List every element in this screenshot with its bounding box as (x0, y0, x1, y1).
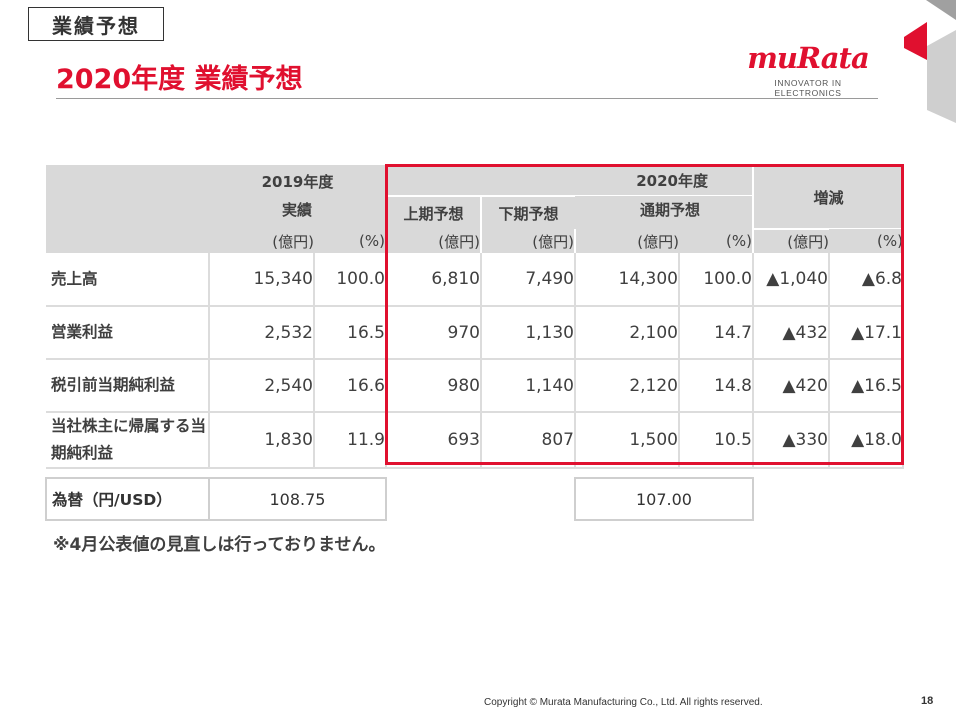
fy2020-first-half: 上期予想 (385, 195, 481, 229)
table-cell: 2,100 (575, 306, 680, 360)
fy2019-actual-label: 実績 (209, 196, 386, 229)
fy2020-year: 2020年度 (386, 165, 753, 196)
table-row: 営業利益 2,532 16.5 970 1,130 2,100 14.7 ▲43… (46, 306, 904, 360)
table-cell: 14.7 (679, 306, 754, 360)
logo-wordmark: muRata (747, 41, 870, 75)
table-cell: 15,340 (209, 253, 315, 307)
fy2020-full-year: 通期予想 (575, 196, 753, 229)
forecast-table: 2019年度 2020年度 増減 実績 上期予想 下期予想 通期予想 (億円) … (45, 164, 904, 521)
unit-cell: (億円) (385, 229, 481, 253)
unit-cell: (億円) (209, 229, 314, 253)
table-cell: 10.5 (679, 412, 754, 469)
copyright-text: Copyright © Murata Manufacturing Co., Lt… (484, 697, 763, 708)
table-cell: 16.5 (314, 306, 387, 360)
fx-spacer (753, 478, 903, 520)
table-cell: ▲6.8 (829, 253, 904, 307)
row-label: 売上高 (46, 253, 210, 307)
table-cell: 807 (481, 412, 576, 469)
fx-fy2019-value: 108.75 (208, 477, 387, 521)
change-header: 増減 (752, 164, 903, 229)
section-tag: 業績予想 (28, 7, 164, 41)
table-cell: 2,532 (209, 306, 315, 360)
title-divider (56, 98, 878, 99)
table-cell: 14.8 (679, 359, 754, 413)
logo-tagline: INNOVATOR IN ELECTRONICS (774, 78, 842, 98)
page-title: 2020年度 業績予想 (56, 64, 303, 95)
table-row: 税引前当期純利益 2,540 16.6 980 1,140 2,120 14.8… (46, 359, 904, 413)
deco-gray-block (927, 30, 956, 123)
unit-cell: (%) (314, 229, 386, 253)
table-cell: ▲1,040 (753, 253, 830, 307)
fx-fy2020-value: 107.00 (574, 477, 754, 521)
fx-row: 為替（円/USD） 108.75 107.00 (45, 477, 903, 521)
table-cell: 1,830 (209, 412, 315, 469)
table-cell: 693 (386, 412, 482, 469)
table-cell: ▲17.1 (829, 306, 904, 360)
deco-red-tab (904, 22, 927, 60)
table-cell: ▲330 (753, 412, 830, 469)
table-row: 売上高 15,340 100.0 6,810 7,490 14,300 100.… (46, 253, 904, 307)
row-label: 営業利益 (46, 306, 210, 360)
fx-spacer (386, 478, 575, 520)
fy2019-year: 2019年度 (209, 165, 386, 196)
table-cell: 1,500 (575, 412, 680, 469)
unit-cell: (億円) (480, 229, 575, 253)
table-cell: 1,140 (481, 359, 576, 413)
table-cell: ▲18.0 (829, 412, 904, 469)
table-cell: ▲432 (753, 306, 830, 360)
fx-label: 為替（円/USD） (45, 477, 210, 521)
table-cell: ▲16.5 (829, 359, 904, 413)
table-cell: 7,490 (481, 253, 576, 307)
murata-logo: muRata INNOVATOR IN ELECTRONICS (740, 40, 876, 98)
fy2020-second-half: 下期予想 (480, 195, 575, 229)
table-cell: 1,130 (481, 306, 576, 360)
header-blank (46, 165, 209, 253)
table-cell: 2,540 (209, 359, 315, 413)
row-label: 税引前当期純利益 (46, 359, 210, 413)
table-cell: 16.6 (314, 359, 387, 413)
page-number: 18 (921, 695, 934, 707)
table-cell: 980 (386, 359, 482, 413)
table-row: 当社株主に帰属する当期純利益 1,830 11.9 693 807 1,500 … (46, 412, 904, 469)
table-cell: 11.9 (314, 412, 387, 469)
table-cell: 100.0 (679, 253, 754, 307)
row-label: 当社株主に帰属する当期純利益 (46, 412, 210, 469)
table-cell: 2,120 (575, 359, 680, 413)
table-cell: 970 (386, 306, 482, 360)
unit-cell: (%) (679, 229, 753, 253)
footnote: ※4月公表値の見直しは行っておりません。 (53, 535, 386, 555)
table-cell: 6,810 (386, 253, 482, 307)
deco-gray-top (926, 0, 956, 20)
table-cell: ▲420 (753, 359, 830, 413)
table-cell: 100.0 (314, 253, 387, 307)
unit-cell: (億円) (752, 228, 829, 253)
unit-cell: (%) (829, 229, 903, 253)
table-cell: 14,300 (575, 253, 680, 307)
unit-cell: (億円) (574, 229, 679, 253)
